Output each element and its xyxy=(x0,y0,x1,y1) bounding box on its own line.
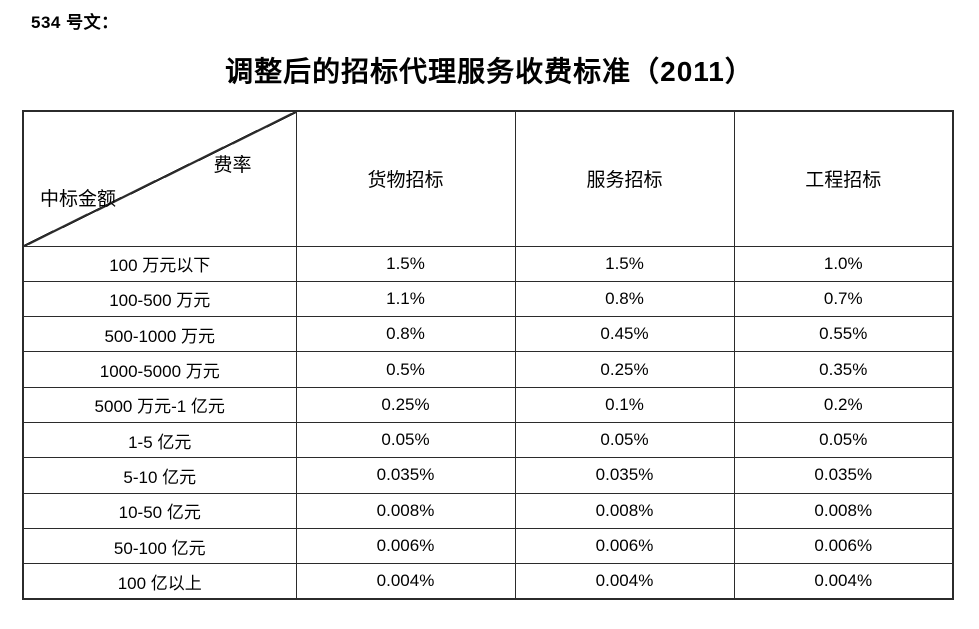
rate-cell: 1.0% xyxy=(733,245,954,282)
column-header-services: 服务招标 xyxy=(514,110,735,247)
row-label: 500-1000 万元 xyxy=(22,316,297,353)
table-row: 100 亿以上 0.004% 0.004% 0.004% xyxy=(22,563,954,600)
row-label: 50-100 亿元 xyxy=(22,527,297,565)
rate-cell: 0.006% xyxy=(295,527,516,565)
rate-cell: 0.25% xyxy=(295,386,516,423)
row-label: 100 万元以下 xyxy=(22,245,297,282)
row-label: 10-50 亿元 xyxy=(22,492,297,529)
table-row: 5000 万元-1 亿元 0.25% 0.1% 0.2% xyxy=(22,386,954,423)
row-label: 100 亿以上 xyxy=(22,563,297,600)
rate-cell: 0.004% xyxy=(514,563,735,600)
rate-cell: 0.05% xyxy=(733,421,954,459)
table-row: 100-500 万元 1.1% 0.8% 0.7% xyxy=(22,280,954,318)
rate-cell: 0.006% xyxy=(733,527,954,565)
rate-cell: 0.8% xyxy=(514,280,735,318)
corner-diagonal-cell: 费率 中标金额 xyxy=(22,110,297,247)
rate-cell: 0.004% xyxy=(295,563,516,600)
table-row: 1-5 亿元 0.05% 0.05% 0.05% xyxy=(22,421,954,459)
rate-cell: 0.008% xyxy=(514,492,735,529)
rate-cell: 0.006% xyxy=(514,527,735,565)
column-header-goods: 货物招标 xyxy=(295,110,516,247)
page-title: 调整后的招标代理服务收费标准（2011） xyxy=(225,56,754,87)
rate-cell: 0.2% xyxy=(733,386,954,423)
table-row: 500-1000 万元 0.8% 0.45% 0.55% xyxy=(22,316,954,353)
doc-number-label: 534 号文： xyxy=(31,13,119,32)
table-row: 50-100 亿元 0.006% 0.006% 0.006% xyxy=(22,527,954,565)
rate-cell: 0.008% xyxy=(295,492,516,529)
rate-cell: 0.25% xyxy=(514,351,735,388)
rate-cell: 0.35% xyxy=(733,351,954,388)
rate-cell: 0.8% xyxy=(295,316,516,353)
rate-cell: 0.05% xyxy=(514,421,735,459)
row-label: 1000-5000 万元 xyxy=(22,351,297,388)
table-row: 100 万元以下 1.5% 1.5% 1.0% xyxy=(22,245,954,282)
rate-cell: 1.5% xyxy=(514,245,735,282)
rate-cell: 0.035% xyxy=(514,457,735,494)
row-label: 1-5 亿元 xyxy=(22,421,297,459)
row-label: 5000 万元-1 亿元 xyxy=(22,386,297,423)
row-label: 100-500 万元 xyxy=(22,280,297,318)
table-row: 10-50 亿元 0.008% 0.008% 0.008% xyxy=(22,492,954,529)
rate-cell: 0.035% xyxy=(733,457,954,494)
rate-cell: 0.035% xyxy=(295,457,516,494)
row-label: 5-10 亿元 xyxy=(22,457,297,494)
corner-label-amount: 中标金额 xyxy=(40,189,117,210)
rate-cell: 1.5% xyxy=(295,245,516,282)
table-header-row: 费率 中标金额 货物招标 服务招标 工程招标 xyxy=(22,110,954,247)
column-header-engineering: 工程招标 xyxy=(733,110,954,247)
rate-cell: 0.05% xyxy=(295,421,516,459)
rate-cell: 0.7% xyxy=(733,280,954,318)
rate-cell: 1.1% xyxy=(295,280,516,318)
fee-rate-table: 费率 中标金额 货物招标 服务招标 工程招标 100 万元以下 1.5% 1.5… xyxy=(22,110,954,600)
rate-cell: 0.55% xyxy=(733,316,954,353)
table-row: 5-10 亿元 0.035% 0.035% 0.035% xyxy=(22,457,954,494)
rate-cell: 0.004% xyxy=(733,563,954,600)
rate-cell: 0.45% xyxy=(514,316,735,353)
rate-cell: 0.1% xyxy=(514,386,735,423)
table-row: 1000-5000 万元 0.5% 0.25% 0.35% xyxy=(22,351,954,388)
corner-label-rate: 费率 xyxy=(213,155,252,176)
rate-cell: 0.5% xyxy=(295,351,516,388)
rate-cell: 0.008% xyxy=(733,492,954,529)
